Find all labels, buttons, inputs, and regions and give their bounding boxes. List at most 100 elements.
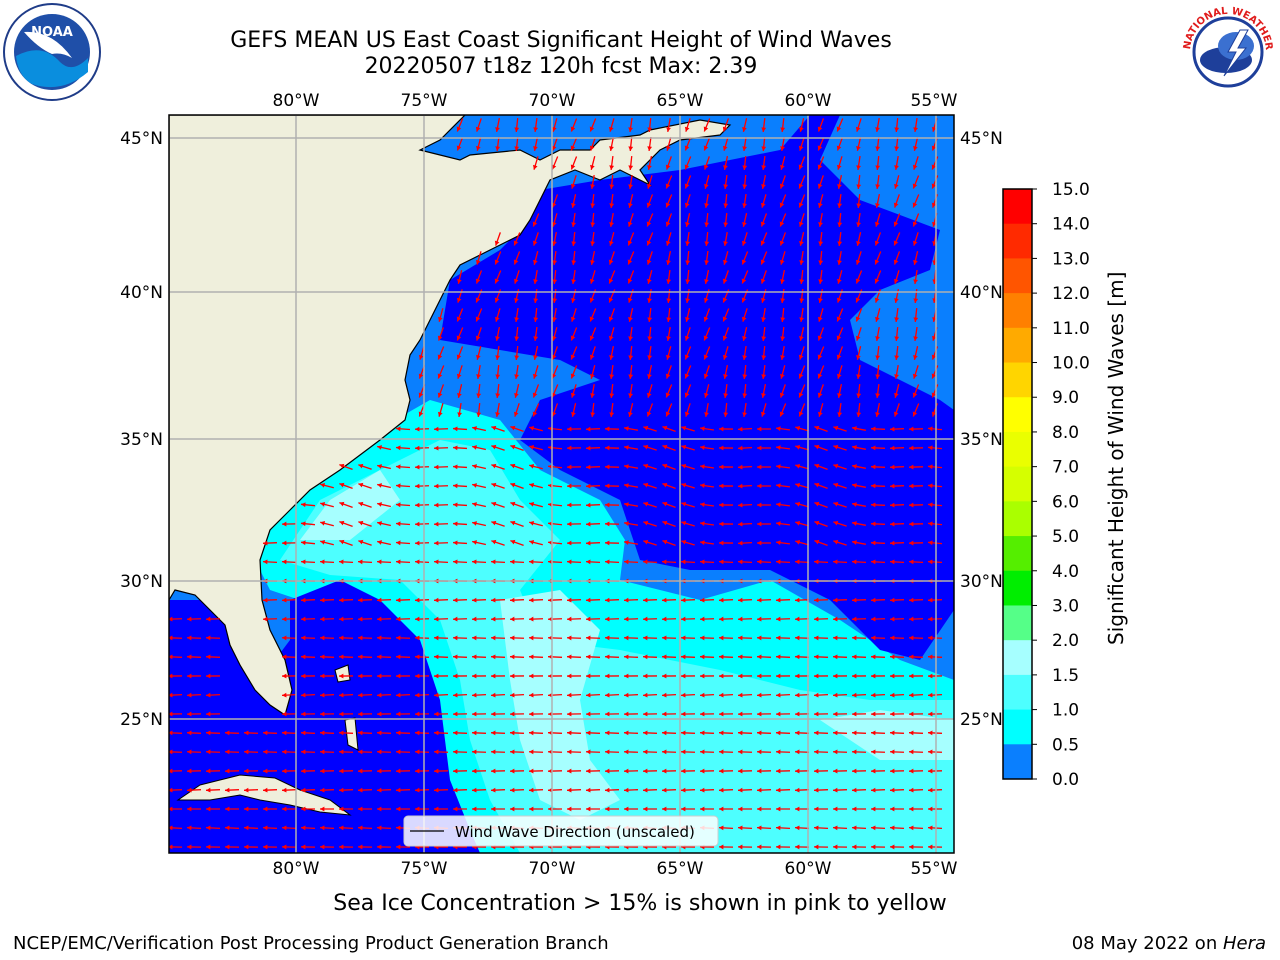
wind-wave-arrow bbox=[471, 768, 487, 774]
wind-wave-arrow bbox=[875, 345, 881, 361]
wind-wave-arrow bbox=[794, 825, 810, 831]
wind-wave-arrow bbox=[852, 540, 866, 545]
wind-wave-arrow bbox=[870, 483, 886, 489]
wind-wave-arrow bbox=[169, 692, 183, 698]
wind-wave-arrow bbox=[300, 711, 316, 717]
wind-wave-arrow bbox=[490, 692, 506, 698]
wind-wave-arrow bbox=[643, 520, 657, 527]
north-america-land bbox=[169, 115, 732, 716]
wind-wave-arrow bbox=[646, 213, 654, 227]
wind-wave-arrow bbox=[513, 270, 520, 284]
wind-wave-arrow bbox=[837, 175, 843, 189]
wind-wave-arrow bbox=[798, 403, 806, 417]
wind-wave-arrow bbox=[718, 654, 734, 660]
wind-wave-arrow bbox=[741, 270, 749, 284]
wind-wave-arrow bbox=[889, 711, 905, 717]
wind-wave-arrow bbox=[680, 559, 696, 565]
wind-wave-arrow bbox=[433, 502, 449, 508]
wind-wave-arrow bbox=[452, 483, 468, 489]
wind-wave-arrow bbox=[491, 425, 505, 432]
wind-wave-arrow bbox=[590, 231, 596, 247]
wind-wave-arrow bbox=[875, 326, 880, 342]
wind-wave-arrow bbox=[566, 597, 582, 603]
wind-wave-arrow bbox=[684, 118, 691, 132]
wind-wave-arrow bbox=[927, 635, 943, 641]
wind-wave-arrow bbox=[780, 307, 786, 323]
wind-wave-arrow bbox=[856, 383, 862, 399]
colorbar-tick-label: 15.0 bbox=[1052, 180, 1090, 200]
wind-wave-arrow bbox=[300, 673, 316, 679]
wind-wave-arrow bbox=[552, 327, 558, 341]
wind-wave-arrow bbox=[817, 327, 825, 341]
wind-wave-arrow bbox=[870, 825, 886, 831]
wind-wave-arrow bbox=[870, 768, 886, 774]
wind-wave-arrow bbox=[703, 346, 711, 360]
wind-wave-arrow bbox=[889, 806, 905, 812]
wind-wave-arrow bbox=[570, 384, 577, 398]
wind-wave-arrow bbox=[856, 137, 862, 151]
wind-wave-arrow bbox=[814, 539, 828, 546]
wind-wave-arrow bbox=[456, 308, 464, 322]
wind-wave-arrow bbox=[646, 403, 654, 417]
wind-wave-arrow bbox=[870, 711, 886, 717]
wind-wave-arrow bbox=[662, 539, 676, 547]
wind-wave-arrow bbox=[737, 502, 753, 508]
wind-wave-arrow bbox=[339, 539, 353, 546]
wind-wave-arrow bbox=[875, 136, 881, 152]
wind-wave-arrow bbox=[338, 616, 354, 622]
map-frame bbox=[168, 114, 955, 854]
wind-wave-arrow bbox=[532, 384, 540, 398]
wind-wave-arrow bbox=[642, 692, 658, 698]
wind-wave-arrow bbox=[647, 326, 653, 342]
wind-wave-arrow bbox=[704, 175, 710, 189]
wind-wave-arrow bbox=[912, 175, 920, 189]
wind-wave-arrow bbox=[761, 155, 767, 171]
wind-wave-arrow bbox=[224, 749, 240, 755]
wind-wave-arrow bbox=[338, 844, 354, 850]
wind-wave-arrow bbox=[514, 364, 519, 380]
wind-wave-arrow bbox=[893, 270, 900, 284]
wind-wave-arrow bbox=[452, 806, 468, 812]
wind-wave-arrow bbox=[851, 635, 867, 641]
wind-wave-arrow bbox=[643, 501, 657, 508]
wind-wave-arrow bbox=[718, 502, 734, 508]
wind-wave-arrow bbox=[589, 346, 596, 360]
wind-wave-arrow bbox=[437, 346, 445, 360]
wind-wave-arrow bbox=[471, 806, 487, 812]
wind-wave-arrow bbox=[338, 559, 354, 565]
wind-wave-arrow bbox=[357, 692, 373, 698]
wind-wave-arrow bbox=[737, 806, 753, 812]
wind-wave-arrow bbox=[718, 825, 734, 831]
wind-wave-arrow bbox=[509, 654, 525, 660]
wind-wave-arrow bbox=[566, 635, 582, 641]
wind-wave-arrow bbox=[338, 806, 354, 812]
wind-wave-arrow bbox=[243, 749, 259, 755]
wind-wave-arrow bbox=[566, 749, 582, 755]
wind-wave-arrow bbox=[338, 749, 354, 755]
wind-wave-arrow bbox=[339, 482, 353, 489]
wind-wave-arrow bbox=[779, 251, 786, 265]
wind-wave-arrow bbox=[647, 136, 653, 152]
wind-wave-arrow bbox=[376, 597, 392, 603]
wind-wave-arrow bbox=[837, 384, 843, 398]
wind-wave-arrow bbox=[339, 520, 353, 527]
wind-wave-arrow bbox=[837, 212, 843, 228]
wind-wave-arrow bbox=[798, 365, 806, 379]
wind-wave-arrow bbox=[262, 768, 278, 774]
wind-wave-arrow bbox=[893, 194, 900, 208]
wind-wave-arrow bbox=[779, 384, 786, 398]
wind-wave-arrow bbox=[737, 616, 753, 622]
wind-wave-arrow bbox=[186, 673, 202, 679]
wind-wave-arrow bbox=[590, 156, 596, 170]
wind-wave-arrow bbox=[908, 483, 924, 489]
wind-wave-arrow bbox=[357, 597, 373, 603]
wind-wave-arrow bbox=[510, 520, 524, 527]
wind-wave-arrow bbox=[851, 825, 867, 831]
wind-wave-arrow bbox=[319, 730, 335, 736]
wind-wave-arrow bbox=[186, 616, 202, 622]
wind-wave-arrow bbox=[775, 445, 791, 451]
wind-wave-arrow bbox=[680, 749, 696, 755]
wind-wave-arrow bbox=[566, 730, 582, 736]
wind-wave-arrow bbox=[585, 787, 601, 793]
wind-wave-arrow bbox=[494, 232, 501, 246]
